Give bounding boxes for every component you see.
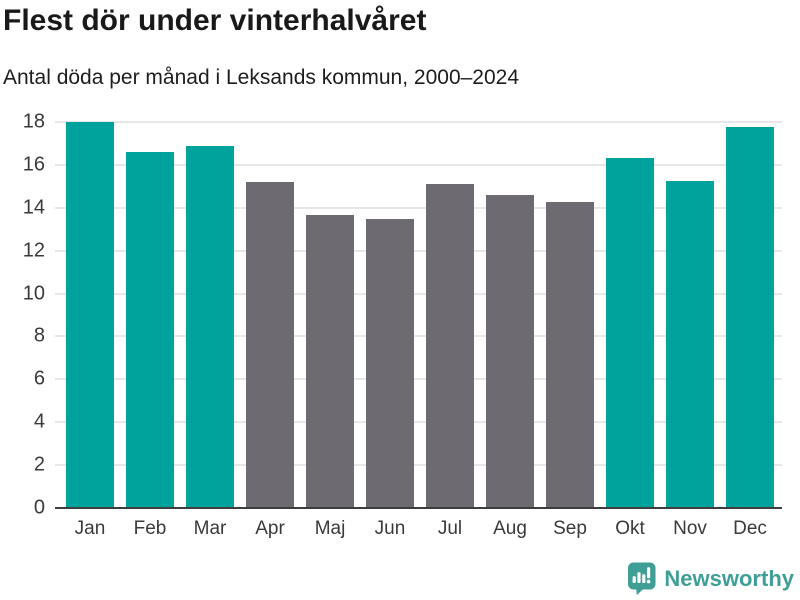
y-tick-label-6: 6: [33, 367, 45, 390]
x-axis-line: [55, 507, 782, 509]
gridline-14: [55, 206, 782, 209]
bar-sep: [546, 202, 594, 508]
y-tick-label-0: 0: [33, 496, 45, 519]
gridline-10: [55, 292, 782, 295]
brand-logo: Newsworthy: [626, 561, 794, 596]
x-tick-label-jul: Jul: [437, 518, 463, 539]
bar-apr: [246, 182, 294, 508]
x-tick-label-maj: Maj: [314, 518, 346, 539]
x-tick-label-feb: Feb: [133, 518, 167, 539]
y-tick-label-2: 2: [33, 453, 45, 476]
y-tick-label-8: 8: [33, 324, 45, 347]
x-tick-label-mar: Mar: [193, 518, 227, 539]
bar-dec: [726, 127, 774, 508]
gridline-12: [55, 249, 782, 252]
newsworthy-logo-icon: [626, 561, 657, 596]
gridline-2: [55, 464, 782, 467]
bar-jun: [366, 218, 414, 508]
x-tick-label-aug: Aug: [493, 518, 527, 539]
bar-maj: [306, 215, 354, 508]
y-tick-label-16: 16: [22, 153, 45, 176]
bar-aug: [486, 194, 534, 508]
bar-jan: [66, 122, 114, 508]
x-tick-label-apr: Apr: [255, 518, 285, 539]
gridline-18: [55, 121, 782, 123]
y-tick-label-14: 14: [22, 196, 45, 219]
gridline-16: [55, 163, 782, 166]
bar-nov: [666, 180, 714, 508]
gridline-8: [55, 335, 782, 338]
bar-jul: [426, 184, 474, 508]
x-tick-label-jun: Jun: [374, 518, 406, 539]
x-tick-label-okt: Okt: [615, 518, 645, 539]
bar-feb: [126, 152, 174, 508]
y-tick-label-12: 12: [22, 239, 45, 262]
bar-mar: [186, 145, 234, 508]
gridline-6: [55, 378, 782, 381]
y-tick-label-4: 4: [33, 410, 45, 433]
y-tick-label-18: 18: [22, 110, 45, 133]
chart-title: Flest dör under vinterhalvåret: [3, 4, 427, 37]
x-tick-label-jan: Jan: [74, 518, 106, 539]
chart-subtitle: Antal döda per månad i Leksands kommun, …: [3, 66, 520, 89]
brand-name: Newsworthy: [664, 565, 794, 591]
x-tick-label-sep: Sep: [553, 518, 587, 539]
y-tick-label-10: 10: [22, 282, 45, 305]
bar-okt: [606, 158, 654, 508]
x-tick-label-dec: Dec: [733, 518, 767, 539]
x-tick-label-nov: Nov: [673, 518, 707, 539]
plot-area: [55, 121, 782, 509]
gridline-4: [55, 421, 782, 424]
